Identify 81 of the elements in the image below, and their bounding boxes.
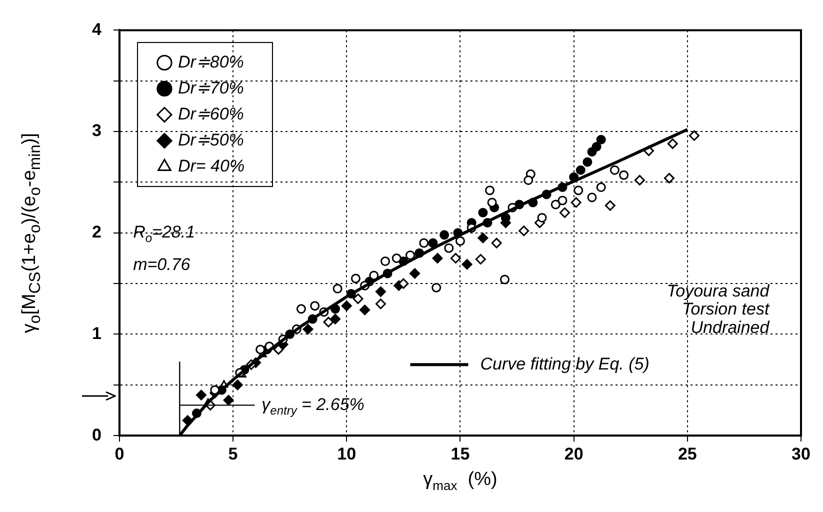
point <box>332 284 342 294</box>
annotation: Toyoura sand <box>666 281 770 300</box>
point <box>664 172 674 184</box>
point <box>392 253 402 263</box>
point <box>500 274 510 284</box>
legend-label: Dr≑50% <box>178 130 244 150</box>
annotation: Torsion test <box>682 300 770 319</box>
point <box>444 243 454 253</box>
point <box>323 316 334 328</box>
point <box>419 238 429 248</box>
y-tick-label: 4 <box>92 20 102 39</box>
point <box>550 200 560 210</box>
point <box>450 252 461 264</box>
point <box>491 238 502 248</box>
legend-label: Dr≑70% <box>178 78 244 98</box>
point <box>350 274 360 284</box>
y-tick-label: 2 <box>92 222 102 242</box>
point <box>406 250 415 260</box>
point <box>688 130 700 141</box>
point <box>432 282 442 292</box>
annotation: m=0.76 <box>133 255 191 274</box>
legend-label: Dr= 40% <box>178 156 245 176</box>
point <box>341 300 352 312</box>
point <box>410 268 420 279</box>
point <box>596 182 606 192</box>
point <box>667 138 678 149</box>
x-tick-label: 0 <box>114 444 124 464</box>
point <box>610 165 620 175</box>
legend-label: Dr≑60% <box>178 104 244 124</box>
point <box>574 186 584 196</box>
x-tick-label: 5 <box>228 444 238 464</box>
point <box>196 390 206 400</box>
point <box>592 142 602 152</box>
x-tick-label: 10 <box>337 444 356 464</box>
x-tick-label: 25 <box>678 444 697 464</box>
point <box>537 212 547 222</box>
point <box>582 157 592 167</box>
point <box>478 232 488 244</box>
point <box>485 186 495 196</box>
point <box>576 165 586 175</box>
y-tick-label: 3 <box>92 121 102 140</box>
point <box>559 207 570 218</box>
point <box>524 175 534 185</box>
point <box>587 192 597 202</box>
point <box>487 198 497 208</box>
x-tick-label: 20 <box>564 444 584 464</box>
point <box>619 170 629 180</box>
point <box>310 301 320 311</box>
point <box>256 344 266 354</box>
point <box>604 200 616 211</box>
x-tick-label: 15 <box>450 444 470 464</box>
y-tick-label: 0 <box>92 425 102 444</box>
point <box>369 270 379 280</box>
point <box>440 230 450 240</box>
point <box>455 236 465 246</box>
point <box>596 134 606 144</box>
point <box>462 259 472 270</box>
annotation: Undrained <box>690 318 770 337</box>
point <box>360 304 370 316</box>
point <box>428 238 438 248</box>
x-tick-label: 30 <box>792 444 810 464</box>
point <box>475 254 486 264</box>
point <box>570 197 582 208</box>
point <box>296 304 306 314</box>
point <box>380 256 390 266</box>
point <box>375 286 386 297</box>
point <box>432 252 443 264</box>
point <box>232 380 243 390</box>
point <box>273 344 284 355</box>
point <box>330 314 341 324</box>
point <box>518 226 530 236</box>
legend-label: Curve fitting by Eq. (5) <box>480 354 650 374</box>
point <box>352 294 364 304</box>
y-tick-label: 1 <box>92 324 102 343</box>
point <box>634 174 645 186</box>
point <box>558 196 568 206</box>
point <box>302 324 314 334</box>
point <box>375 298 386 310</box>
point <box>223 394 234 406</box>
legend-label: Dr≑80% <box>178 52 244 72</box>
point <box>478 208 488 218</box>
